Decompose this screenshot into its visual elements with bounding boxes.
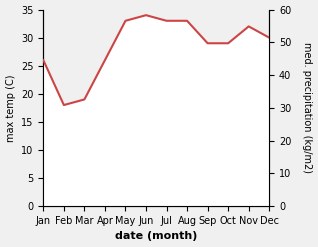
Y-axis label: max temp (C): max temp (C) — [5, 74, 16, 142]
Y-axis label: med. precipitation (kg/m2): med. precipitation (kg/m2) — [302, 42, 313, 173]
X-axis label: date (month): date (month) — [115, 231, 197, 242]
